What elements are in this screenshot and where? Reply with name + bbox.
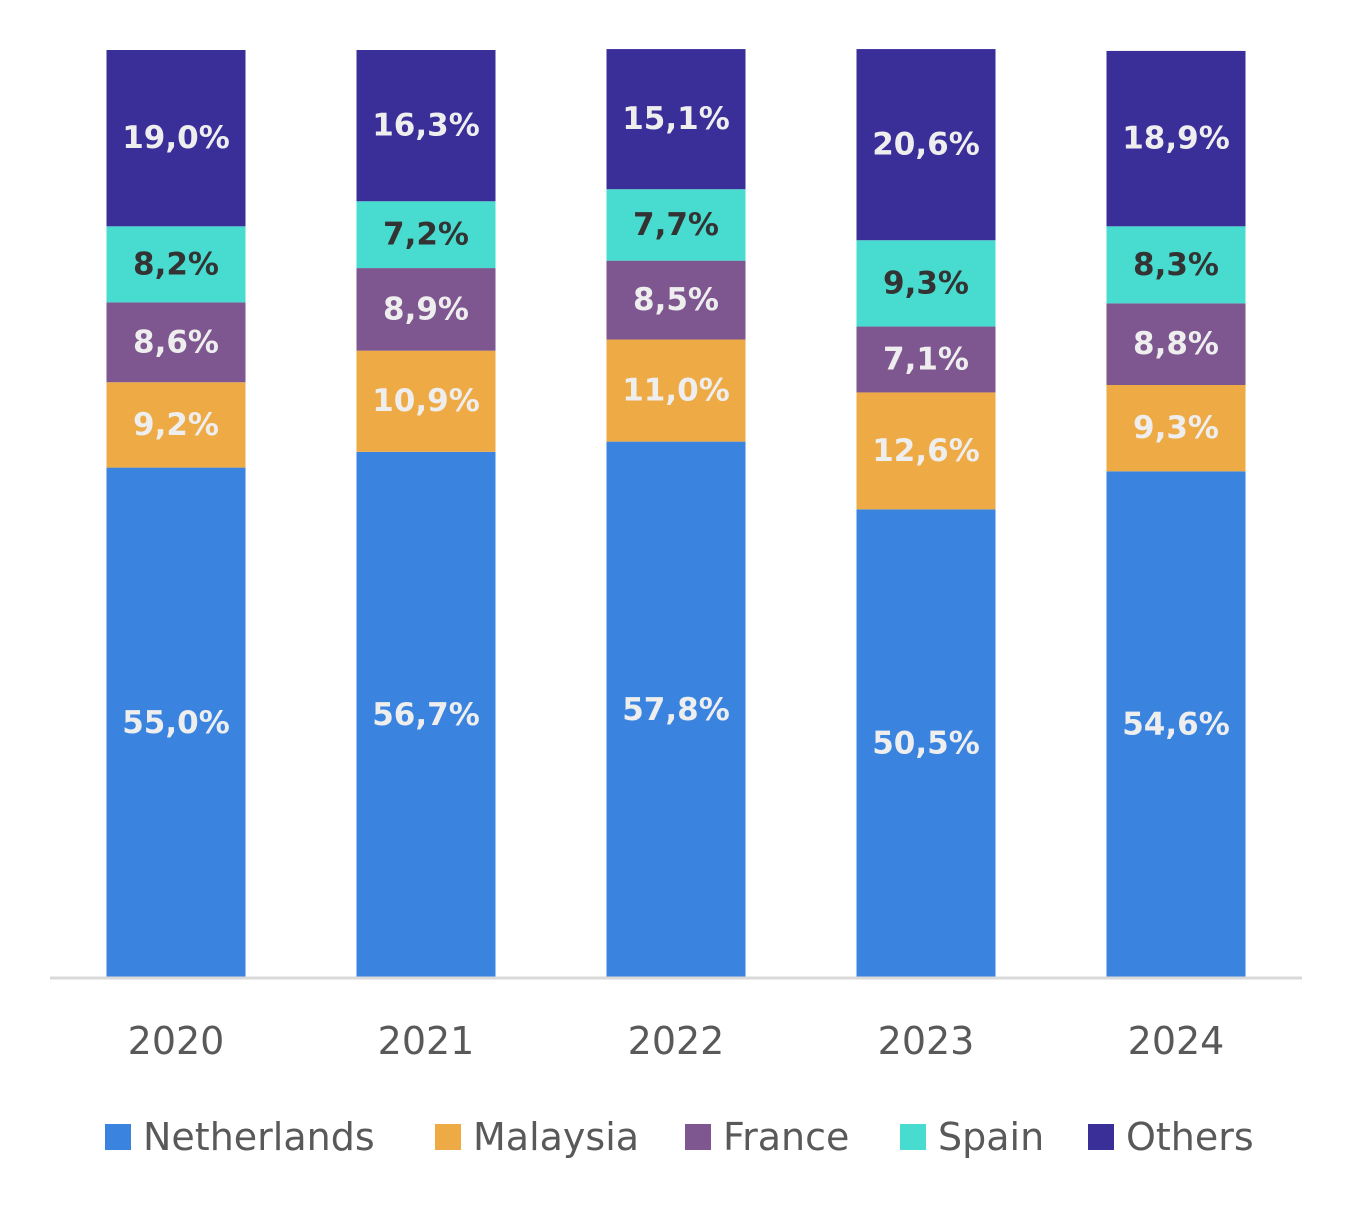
data-label-france-2024: 8,8% bbox=[1133, 326, 1219, 362]
data-label-spain-2022: 7,7% bbox=[633, 207, 719, 243]
bar-france-2022 bbox=[606, 260, 746, 340]
legend-label-netherlands: Netherlands bbox=[143, 1115, 375, 1159]
data-label-others-2023: 20,6% bbox=[872, 127, 980, 163]
bar-others-2021 bbox=[356, 50, 496, 202]
data-label-spain-2021: 7,2% bbox=[383, 217, 469, 253]
data-label-france-2020: 8,6% bbox=[133, 324, 219, 360]
data-label-france-2023: 7,1% bbox=[883, 341, 969, 377]
bar-others-2024 bbox=[1106, 50, 1246, 227]
bar-france-2021 bbox=[356, 268, 496, 351]
data-label-netherlands-2022: 57,8% bbox=[622, 692, 730, 728]
bar-spain-2024 bbox=[1106, 226, 1246, 304]
bar-others-2022 bbox=[606, 49, 746, 190]
legend-label-france: France bbox=[723, 1115, 849, 1159]
bar-malaysia-2022 bbox=[606, 339, 746, 442]
legend-swatch-netherlands bbox=[105, 1124, 131, 1150]
legend-swatch-others bbox=[1088, 1124, 1114, 1150]
data-label-others-2022: 15,1% bbox=[622, 101, 730, 137]
data-label-netherlands-2024: 54,6% bbox=[1122, 707, 1230, 743]
data-label-others-2020: 19,0% bbox=[122, 120, 230, 156]
data-label-spain-2020: 8,2% bbox=[133, 246, 219, 282]
legend-label-malaysia: Malaysia bbox=[473, 1115, 639, 1159]
bar-spain-2021 bbox=[356, 201, 496, 269]
x-tick-labels-group: 2020 2021 2022 2023 2024 bbox=[128, 1019, 1225, 1063]
x-tick-label-2021: 2021 bbox=[378, 1019, 475, 1063]
data-label-netherlands-2021: 56,7% bbox=[372, 697, 480, 733]
bar-netherlands-2022 bbox=[606, 441, 746, 979]
legend-item-netherlands: Netherlands bbox=[105, 1115, 375, 1159]
bar-malaysia-2024 bbox=[1106, 385, 1246, 472]
bars-group bbox=[106, 49, 1246, 979]
legend-swatch-malaysia bbox=[435, 1124, 461, 1150]
data-label-netherlands-2023: 50,5% bbox=[872, 726, 980, 762]
bar-spain-2022 bbox=[606, 189, 746, 261]
bar-malaysia-2020 bbox=[106, 382, 246, 468]
legend-swatch-france bbox=[685, 1124, 711, 1150]
x-tick-label-2020: 2020 bbox=[128, 1019, 225, 1063]
legend: Netherlands Malaysia France Spain Others bbox=[105, 1115, 1254, 1159]
legend-item-others: Others bbox=[1088, 1115, 1254, 1159]
data-label-netherlands-2020: 55,0% bbox=[122, 705, 230, 741]
bar-france-2024 bbox=[1106, 303, 1246, 386]
data-label-malaysia-2020: 9,2% bbox=[133, 407, 219, 443]
data-label-malaysia-2023: 12,6% bbox=[872, 433, 980, 469]
data-label-malaysia-2021: 10,9% bbox=[372, 383, 480, 419]
bar-netherlands-2021 bbox=[356, 451, 496, 979]
data-label-france-2021: 8,9% bbox=[383, 291, 469, 327]
bar-malaysia-2021 bbox=[356, 350, 496, 452]
legend-item-spain: Spain bbox=[900, 1115, 1044, 1159]
x-tick-label-2024: 2024 bbox=[1128, 1019, 1225, 1063]
data-label-spain-2024: 8,3% bbox=[1133, 247, 1219, 283]
bar-malaysia-2023 bbox=[856, 392, 996, 510]
legend-label-others: Others bbox=[1126, 1115, 1254, 1159]
data-labels-group: 55,0% 9,2% 8,6% 8,2% 19,0% 56,7% 10,9% 8,9% 7,2%… bbox=[122, 101, 1230, 762]
data-label-malaysia-2022: 11,0% bbox=[622, 373, 730, 409]
data-label-others-2024: 18,9% bbox=[1122, 121, 1230, 157]
data-label-france-2022: 8,5% bbox=[633, 282, 719, 318]
legend-item-malaysia: Malaysia bbox=[435, 1115, 639, 1159]
bar-france-2020 bbox=[106, 302, 246, 383]
bar-netherlands-2020 bbox=[106, 467, 246, 978]
bar-netherlands-2024 bbox=[1106, 471, 1246, 978]
x-tick-label-2022: 2022 bbox=[628, 1019, 725, 1063]
legend-label-spain: Spain bbox=[938, 1115, 1044, 1159]
data-label-malaysia-2024: 9,3% bbox=[1133, 410, 1219, 446]
bar-others-2020 bbox=[106, 50, 246, 227]
bar-netherlands-2023 bbox=[856, 509, 996, 978]
legend-swatch-spain bbox=[900, 1124, 926, 1150]
bar-others-2023 bbox=[856, 49, 996, 241]
legend-item-france: France bbox=[685, 1115, 849, 1159]
bar-spain-2023 bbox=[856, 240, 996, 327]
x-tick-label-2023: 2023 bbox=[878, 1019, 975, 1063]
bar-france-2023 bbox=[856, 326, 996, 393]
bar-spain-2020 bbox=[106, 226, 246, 303]
data-label-spain-2023: 9,3% bbox=[883, 265, 969, 301]
data-label-others-2021: 16,3% bbox=[372, 108, 480, 144]
